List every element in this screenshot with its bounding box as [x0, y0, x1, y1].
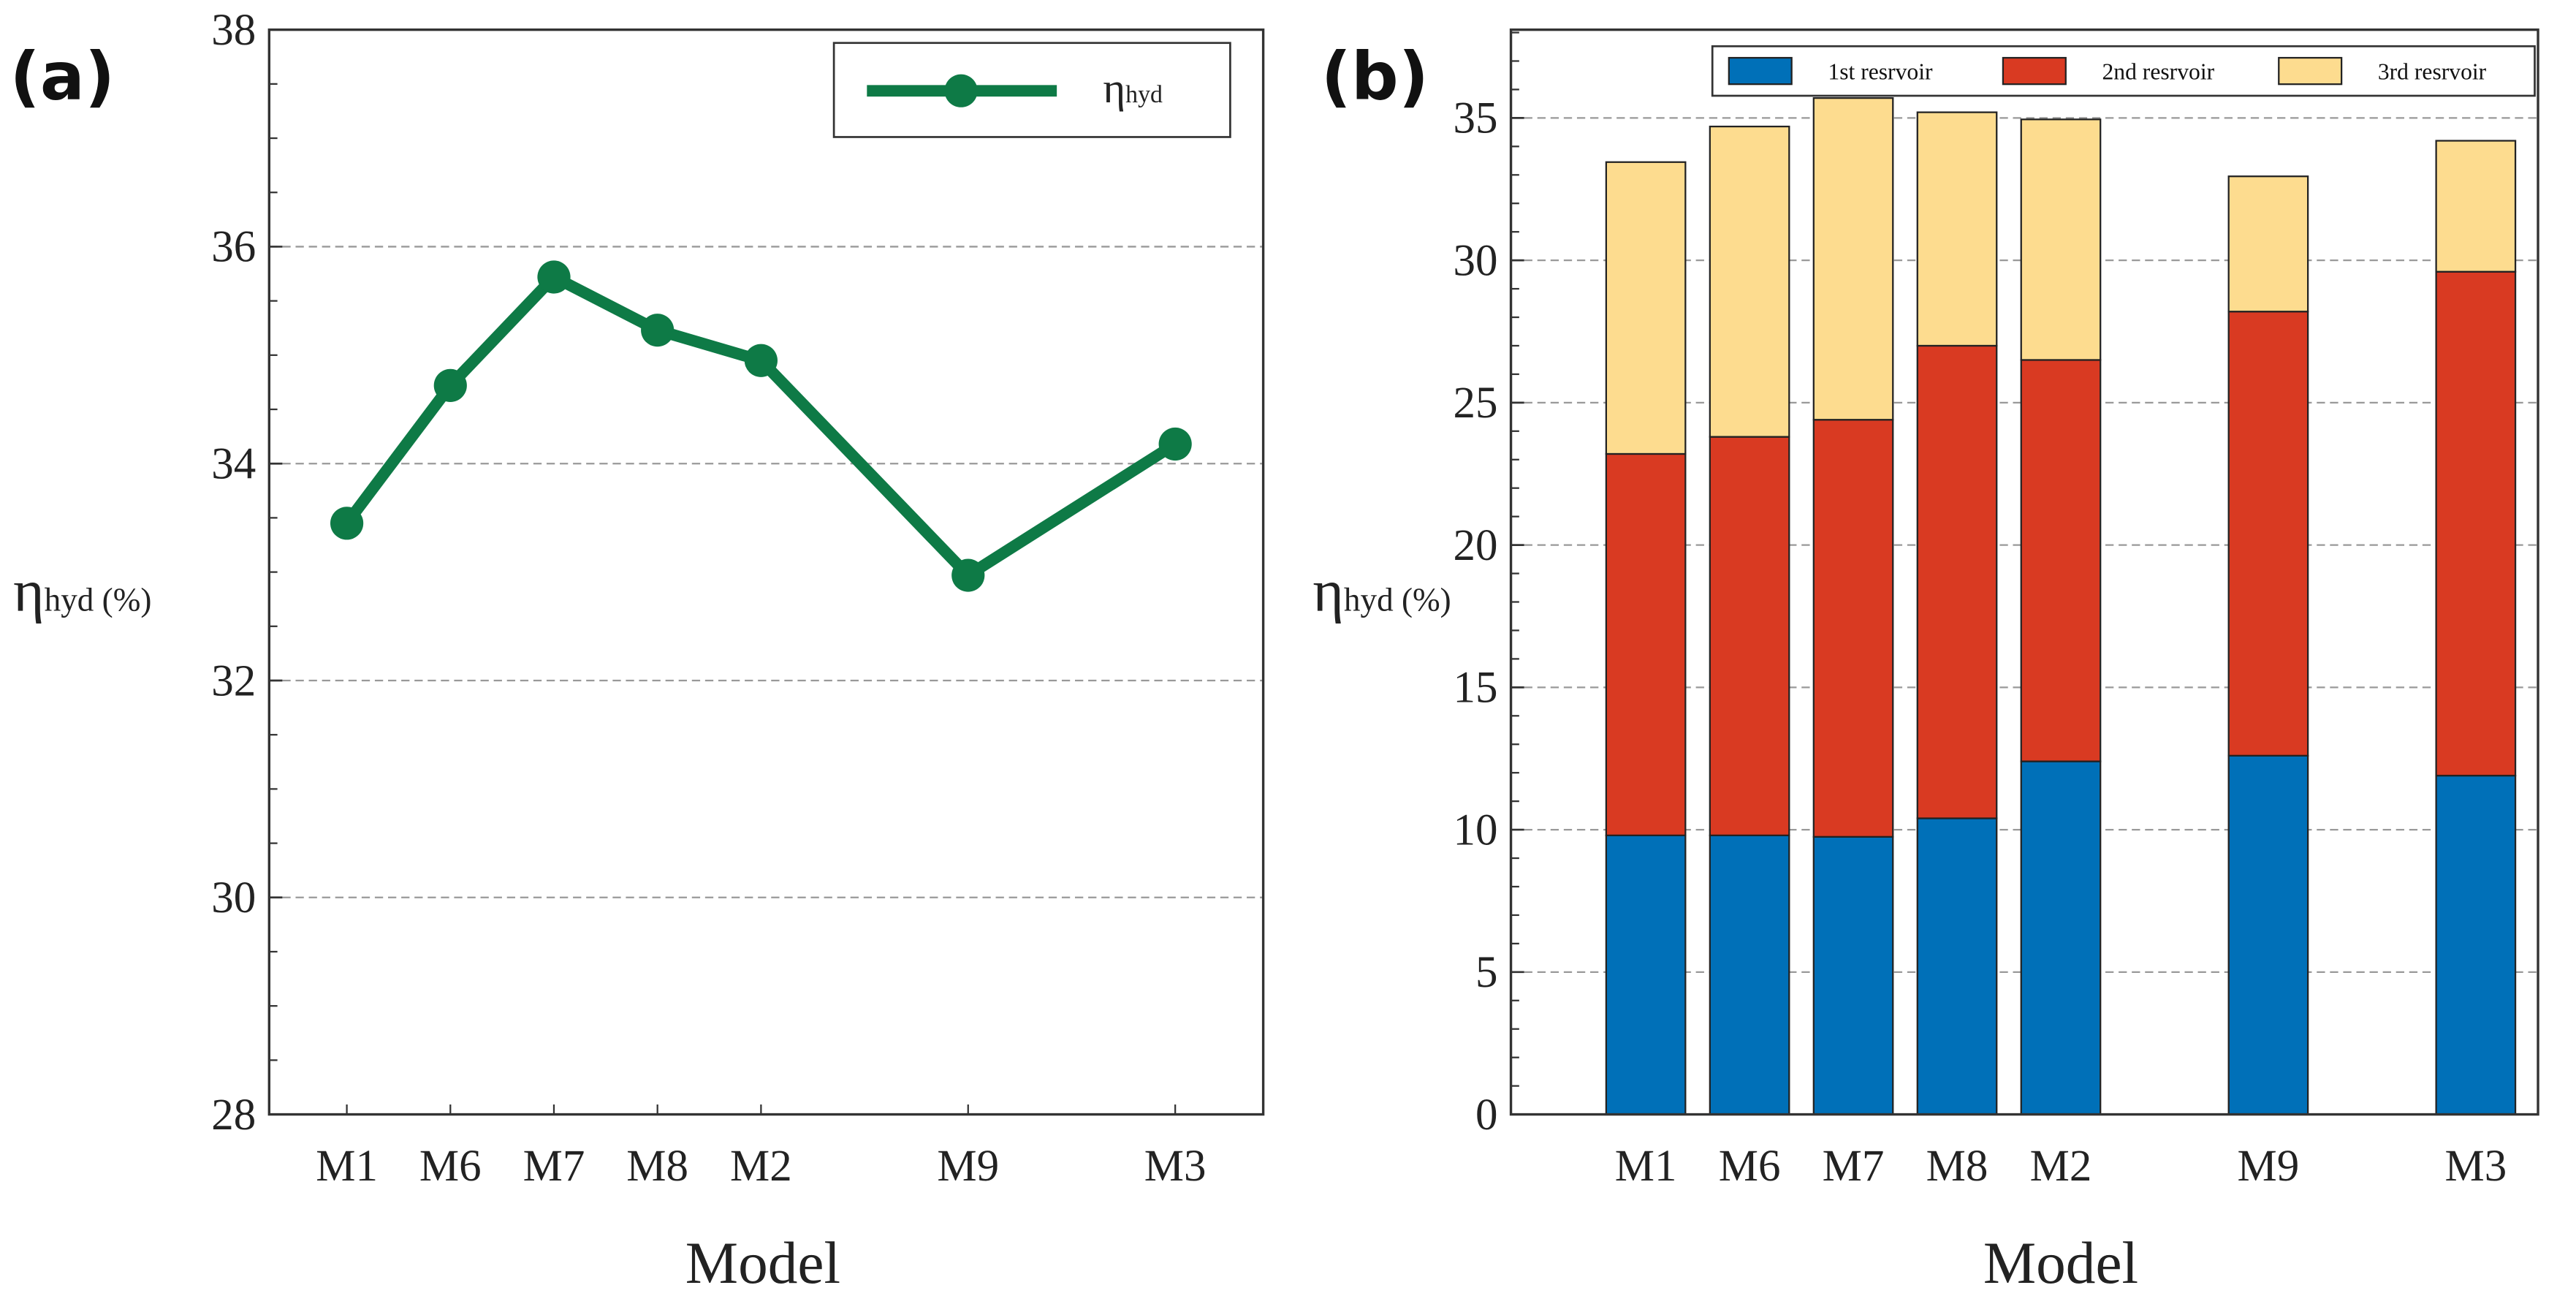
x-axis-label-b: Model — [1983, 1230, 2138, 1296]
legend-a: ηhyd — [832, 42, 1231, 138]
y-tick-label: 30 — [211, 874, 256, 922]
bar-M9-segment-2 — [2227, 311, 2309, 757]
panel-label-b: (b) — [1321, 39, 1429, 115]
series-line — [342, 271, 1179, 581]
bar-M7-segment-1 — [1812, 835, 1894, 1115]
y-tick-label: 34 — [211, 440, 256, 489]
plot-frame-a — [267, 28, 1265, 1116]
panel-b: (b) 0 5 10 15 20 25 30 35 M1 M6 M7 M8 M2 M9 M3 Model η… — [1312, 28, 2539, 1296]
legend-marker — [944, 74, 978, 107]
x-tick-label: M6 — [419, 1142, 482, 1191]
legend-label-1: 1st resrvoir — [1828, 58, 1933, 84]
x-tick-label: M1 — [1615, 1142, 1677, 1191]
data-point-M6 — [433, 368, 467, 402]
bar-M1-segment-2 — [1605, 452, 1687, 836]
x-tick-label: M2 — [730, 1142, 792, 1191]
legend-label: ηhyd — [1103, 64, 1163, 112]
y-tick-label: 38 — [211, 6, 256, 55]
x-tick-label: M2 — [2030, 1142, 2092, 1191]
data-point-M7 — [537, 260, 571, 294]
y-tick-label: 25 — [1453, 379, 1497, 428]
bar-M2-segment-1 — [2020, 760, 2102, 1115]
data-point-M2 — [744, 344, 778, 377]
data-point-M9 — [951, 558, 985, 592]
bar-M6-segment-2 — [1709, 436, 1790, 836]
bar-M7-segment-3 — [1812, 96, 1894, 421]
x-tick-label: M3 — [2444, 1142, 2507, 1191]
y-axis-label-b: ηhyd (%) — [1312, 558, 1451, 624]
bar-M9-segment-1 — [2227, 754, 2309, 1115]
legend-label-2: 2nd resrvoir — [2102, 58, 2214, 84]
y-tick-label: 36 — [211, 223, 256, 272]
bar-M7-segment-2 — [1812, 419, 1894, 838]
y-tick-label: 10 — [1453, 806, 1497, 854]
bar-M3-segment-2 — [2435, 270, 2517, 777]
y-tick-label: 15 — [1453, 664, 1497, 713]
bar-M2-segment-3 — [2020, 118, 2102, 361]
y-tick-label: 20 — [1453, 521, 1497, 570]
x-tick-label: M7 — [1823, 1142, 1885, 1191]
panel-label-a: (a) — [10, 39, 115, 115]
x-tick-label: M7 — [523, 1142, 585, 1191]
bar-M3-segment-3 — [2435, 140, 2517, 273]
data-point-M1 — [330, 507, 364, 540]
bar-M3-segment-1 — [2435, 774, 2517, 1115]
bar-M2-segment-2 — [2020, 359, 2102, 762]
bar-M9-segment-3 — [2227, 175, 2309, 313]
legend-swatch-2 — [2002, 56, 2067, 86]
bar-M8-segment-3 — [1916, 111, 1998, 347]
data-point-M3 — [1158, 427, 1192, 461]
bar-M6-segment-1 — [1709, 834, 1790, 1115]
plot-frame-b — [1509, 28, 2539, 1116]
y-tick-label: 35 — [1453, 94, 1497, 143]
x-axis-label-a: Model — [685, 1230, 840, 1296]
bar-M6-segment-3 — [1709, 125, 1790, 438]
x-tick-label: M6 — [1719, 1142, 1781, 1191]
panel-a: (a) 28 30 32 34 36 38 M1 M6 M7 M8 M2 M9 M3 Model ηhy… — [10, 6, 1265, 1296]
bar-M8-segment-1 — [1916, 817, 1998, 1115]
x-tick-label: M8 — [1926, 1142, 1988, 1191]
data-point-M8 — [641, 314, 675, 347]
y-tick-label: 32 — [211, 656, 256, 705]
x-tick-label: M3 — [1144, 1142, 1207, 1191]
x-tick-label: M8 — [626, 1142, 688, 1191]
legend-b: 1st resrvoir 2nd resrvoir 3rd resrvoir — [1711, 45, 2536, 97]
y-tick-label: 30 — [1453, 236, 1497, 285]
y-tick-label: 28 — [211, 1091, 256, 1140]
legend-swatch-3 — [2278, 56, 2343, 86]
x-tick-label: M9 — [937, 1142, 999, 1191]
bar-M1-segment-1 — [1605, 834, 1687, 1115]
bar-M8-segment-2 — [1916, 344, 1998, 819]
bar-M1-segment-3 — [1605, 161, 1687, 455]
x-tick-label: M9 — [2238, 1142, 2300, 1191]
y-axis-label-a: ηhyd (%) — [13, 558, 151, 624]
legend-swatch-1 — [1728, 56, 1793, 86]
y-tick-label: 0 — [1475, 1091, 1498, 1140]
x-tick-label: M1 — [316, 1142, 378, 1191]
y-tick-label: 5 — [1475, 948, 1498, 997]
legend-label-3: 3rd resrvoir — [2378, 58, 2487, 84]
